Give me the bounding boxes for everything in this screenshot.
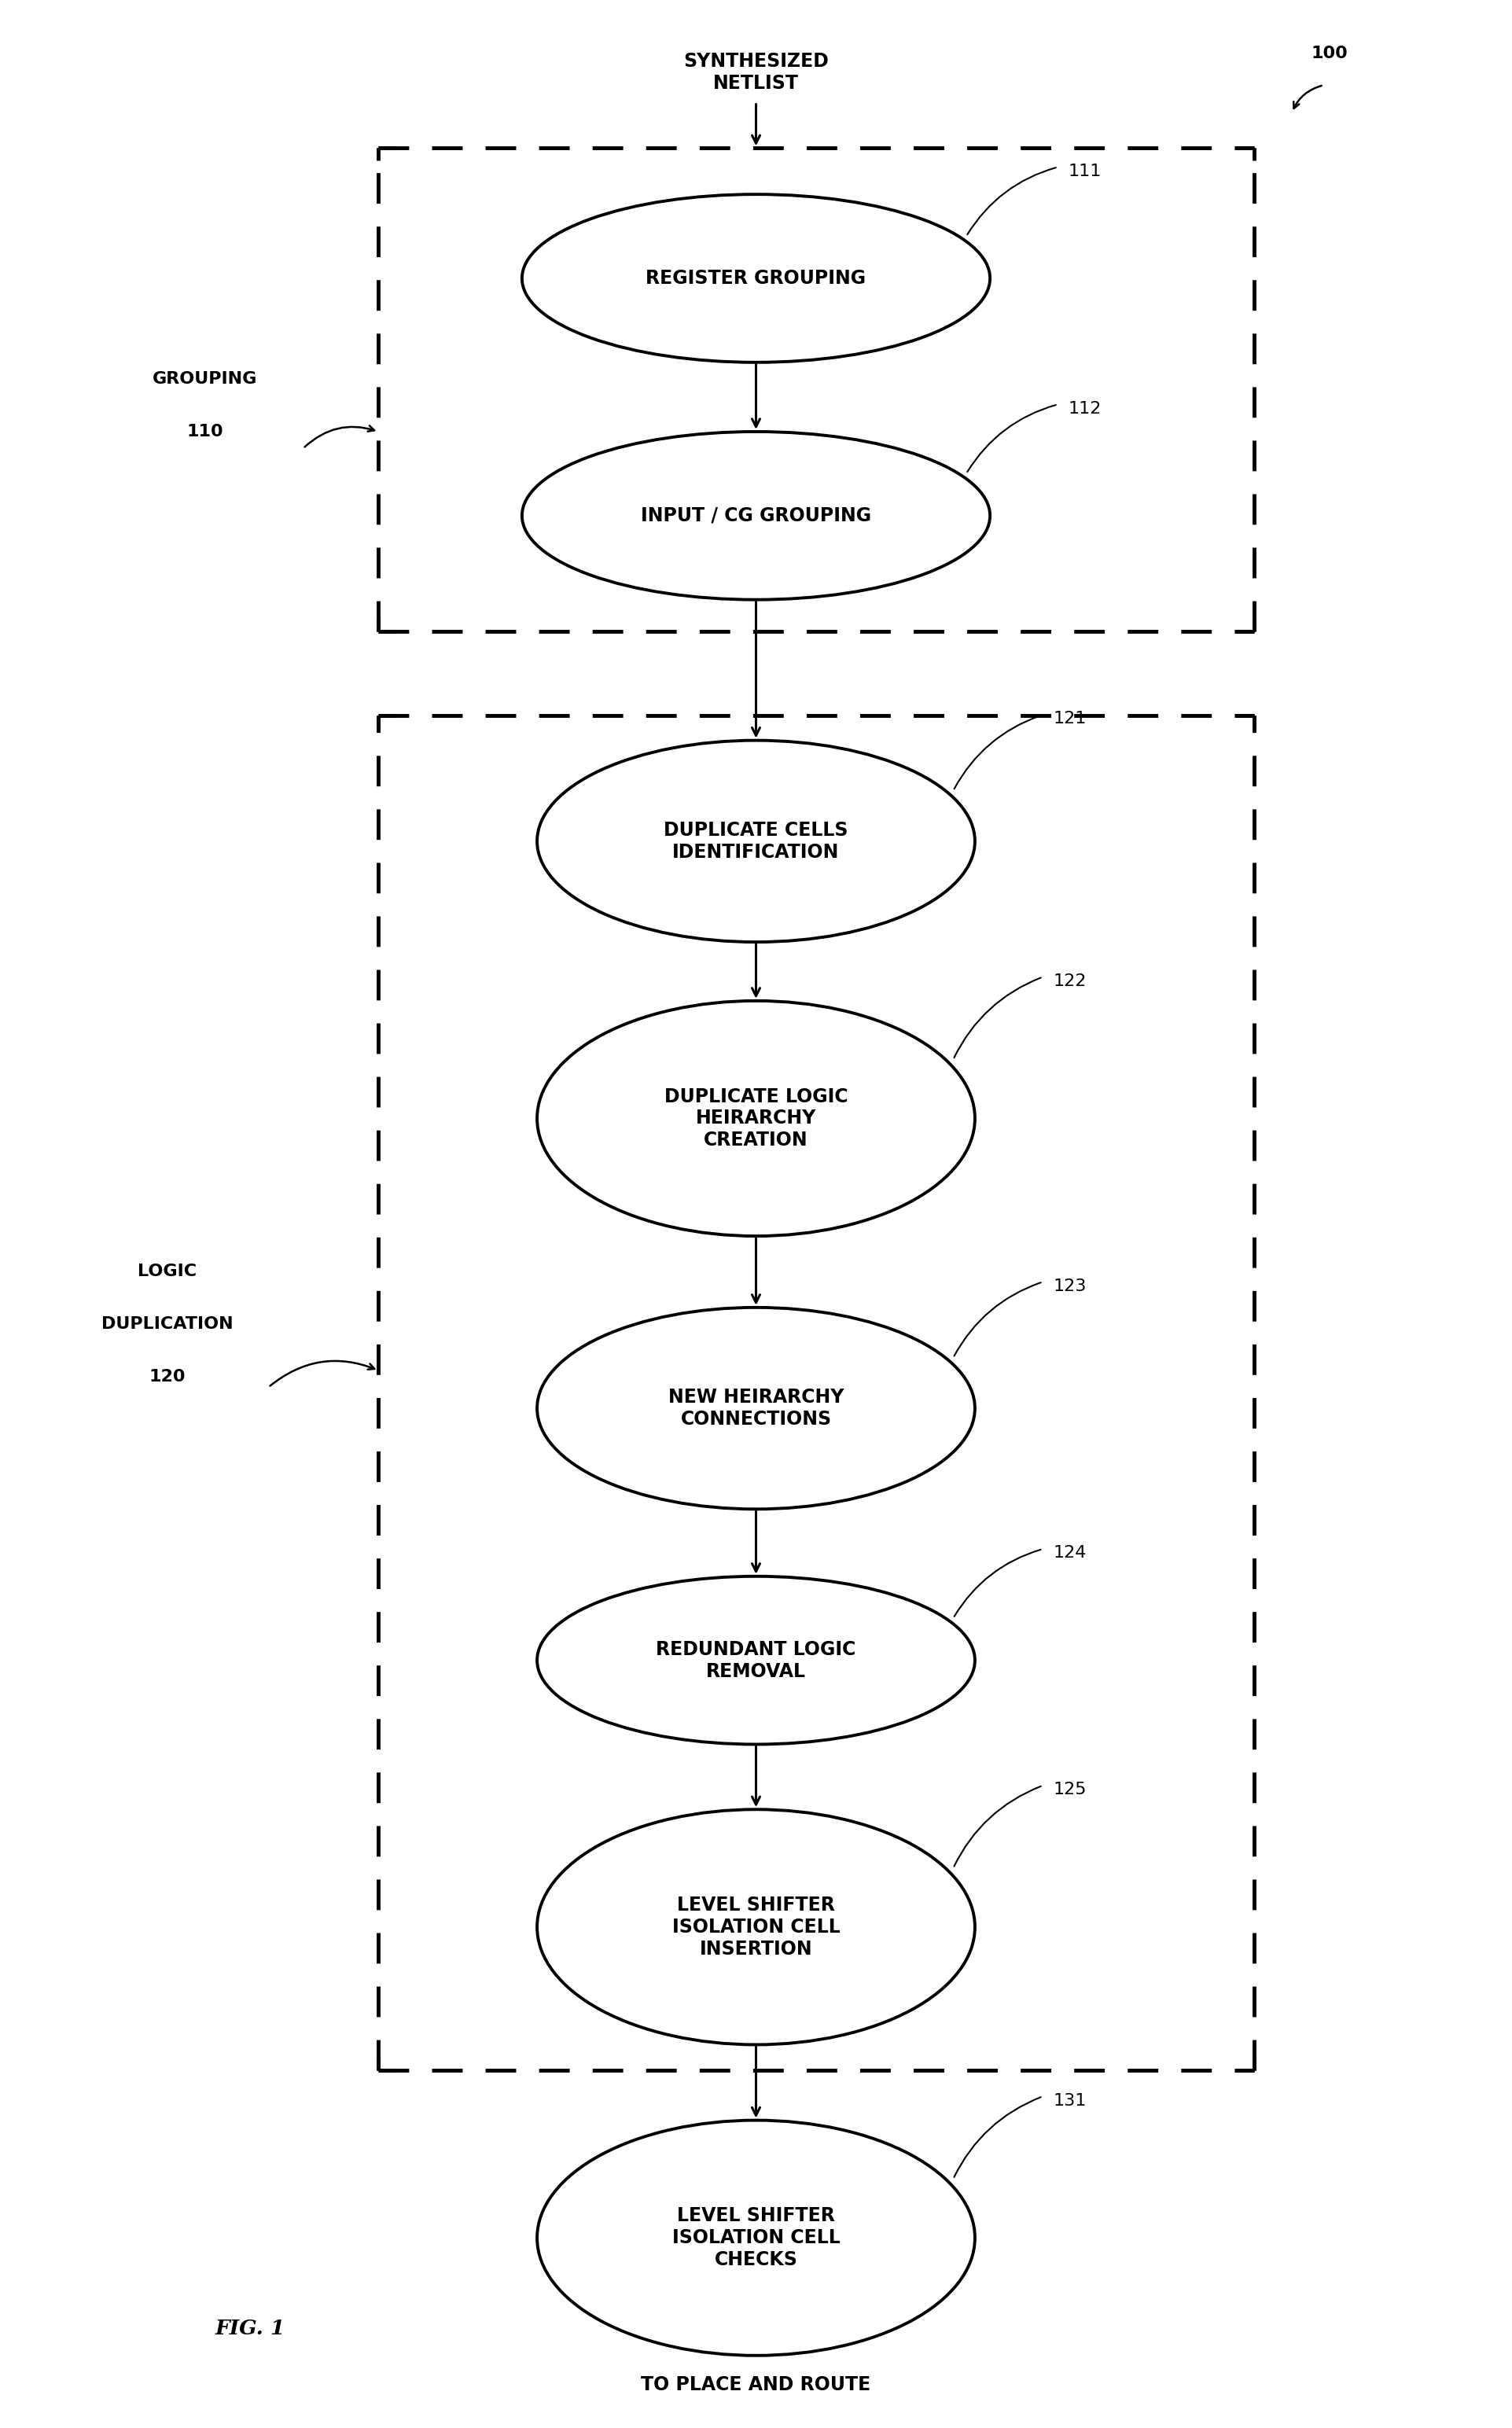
- Ellipse shape: [522, 194, 990, 362]
- Text: 100: 100: [1311, 46, 1349, 61]
- Text: LEVEL SHIFTER
ISOLATION CELL
INSERTION: LEVEL SHIFTER ISOLATION CELL INSERTION: [671, 1896, 841, 1959]
- Text: LOGIC: LOGIC: [138, 1265, 197, 1280]
- Text: 123: 123: [1054, 1277, 1087, 1294]
- Text: NEW HEIRARCHY
CONNECTIONS: NEW HEIRARCHY CONNECTIONS: [668, 1389, 844, 1428]
- Text: DUPLICATION: DUPLICATION: [101, 1316, 233, 1333]
- Text: TO PLACE AND ROUTE: TO PLACE AND ROUTE: [641, 2375, 871, 2394]
- Text: REGISTER GROUPING: REGISTER GROUPING: [646, 270, 866, 289]
- Text: DUPLICATE LOGIC
HEIRARCHY
CREATION: DUPLICATE LOGIC HEIRARCHY CREATION: [664, 1088, 848, 1151]
- Ellipse shape: [537, 2120, 975, 2355]
- Text: FIG. 1: FIG. 1: [215, 2319, 286, 2338]
- Ellipse shape: [537, 1306, 975, 1510]
- Text: 111: 111: [1069, 163, 1102, 180]
- Ellipse shape: [522, 432, 990, 600]
- Ellipse shape: [537, 741, 975, 942]
- Text: 112: 112: [1069, 401, 1102, 418]
- Text: REDUNDANT LOGIC
REMOVAL: REDUNDANT LOGIC REMOVAL: [656, 1639, 856, 1680]
- Text: 131: 131: [1054, 2093, 1087, 2108]
- Ellipse shape: [537, 1000, 975, 1236]
- Ellipse shape: [537, 1576, 975, 1743]
- Ellipse shape: [537, 1809, 975, 2044]
- Text: INPUT / CG GROUPING: INPUT / CG GROUPING: [641, 505, 871, 524]
- Text: 124: 124: [1054, 1544, 1087, 1561]
- Text: DUPLICATE CELLS
IDENTIFICATION: DUPLICATE CELLS IDENTIFICATION: [664, 821, 848, 862]
- Text: 120: 120: [148, 1369, 186, 1384]
- Text: SYNTHESIZED
NETLIST: SYNTHESIZED NETLIST: [683, 51, 829, 92]
- Text: 121: 121: [1054, 711, 1087, 726]
- Text: LEVEL SHIFTER
ISOLATION CELL
CHECKS: LEVEL SHIFTER ISOLATION CELL CHECKS: [671, 2207, 841, 2270]
- Text: 125: 125: [1054, 1782, 1087, 1797]
- Text: 110: 110: [186, 425, 224, 439]
- Text: GROUPING: GROUPING: [153, 371, 257, 386]
- Text: 122: 122: [1054, 974, 1087, 988]
